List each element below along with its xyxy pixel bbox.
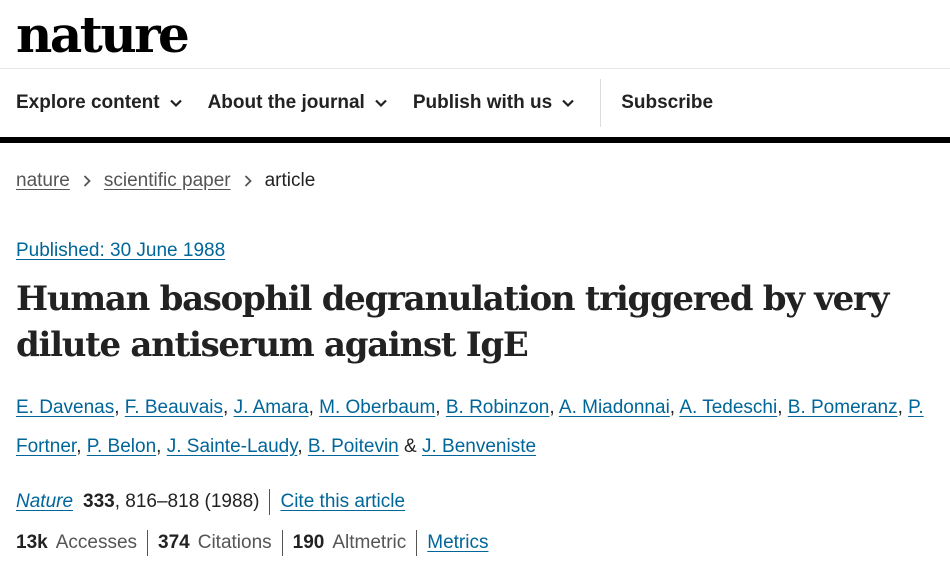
chevron-right-icon xyxy=(83,175,91,187)
nav-explore-content-label: Explore content xyxy=(16,92,160,113)
divider xyxy=(416,530,418,556)
nav-explore-content[interactable]: Explore content xyxy=(16,69,184,137)
citations-label: Citations xyxy=(197,532,272,553)
author-link[interactable]: M. Oberbaum xyxy=(319,397,436,418)
article-metrics: 13k Accesses 374 Citations 190 Altmetric… xyxy=(16,530,488,556)
author-link[interactable]: J. Amara xyxy=(233,397,309,418)
author-link[interactable]: B. Poitevin xyxy=(307,436,399,457)
author-link[interactable]: F. Beauvais xyxy=(124,397,224,418)
divider xyxy=(147,530,149,556)
author-link[interactable]: B. Pomeranz xyxy=(787,397,898,418)
citation-line: Nature 333 , 816–818 (1988) Cite this ar… xyxy=(16,489,405,515)
volume-number: 333 xyxy=(83,491,115,512)
divider xyxy=(269,489,271,515)
divider xyxy=(281,530,283,556)
cite-this-article-link[interactable]: Cite this article xyxy=(280,491,406,512)
author-link[interactable]: B. Robinzon xyxy=(445,397,550,418)
author-link[interactable]: E. Davenas xyxy=(16,397,115,418)
metrics-link[interactable]: Metrics xyxy=(427,532,489,553)
article-title: Human basophil degranulation triggered b… xyxy=(16,279,889,365)
nav-publish-with-us[interactable]: Publish with us xyxy=(413,69,576,137)
main-nav: Explore content About the journal Publis… xyxy=(0,69,950,143)
author-link[interactable]: J. Benveniste xyxy=(421,436,537,457)
nav-about-journal-label: About the journal xyxy=(207,92,365,113)
author-link[interactable]: A. Miadonnai xyxy=(558,397,670,418)
author-link[interactable]: P. Belon xyxy=(86,436,157,457)
accesses-count: 13k xyxy=(16,532,48,553)
nav-publish-with-us-label: Publish with us xyxy=(412,92,553,113)
breadcrumb-home[interactable]: nature xyxy=(16,170,70,191)
breadcrumb-current: article xyxy=(264,170,316,191)
breadcrumb-section[interactable]: scientific paper xyxy=(103,170,231,191)
nav-subscribe[interactable]: Subscribe xyxy=(621,92,714,113)
author-link[interactable]: J. Sainte-Laudy xyxy=(166,436,298,457)
citations-count: 374 xyxy=(158,532,190,553)
breadcrumb: nature scientific paper article xyxy=(16,170,315,192)
nav-about-journal[interactable]: About the journal xyxy=(208,69,389,137)
chevron-down-icon xyxy=(169,99,182,108)
site-header: nature xyxy=(0,0,950,69)
accesses-label: Accesses xyxy=(55,532,138,553)
nature-logo[interactable]: nature xyxy=(16,5,190,64)
page-range: , 816–818 (1988) xyxy=(114,491,260,512)
chevron-down-icon xyxy=(375,99,387,108)
author-link[interactable]: P. Fortner xyxy=(16,397,924,457)
nav-divider xyxy=(600,79,602,127)
journal-name[interactable]: Nature xyxy=(16,491,74,512)
altmetric-label: Altmetric xyxy=(332,532,407,553)
chevron-down-icon xyxy=(562,99,574,108)
published-date[interactable]: Published: 30 June 1988 xyxy=(16,240,226,261)
author-link[interactable]: A. Tedeschi xyxy=(679,397,778,418)
chevron-right-icon xyxy=(244,175,252,187)
author-list: E. Davenas, F. Beauvais, J. Amara, M. Ob… xyxy=(16,397,924,457)
altmetric-score: 190 xyxy=(292,532,325,553)
